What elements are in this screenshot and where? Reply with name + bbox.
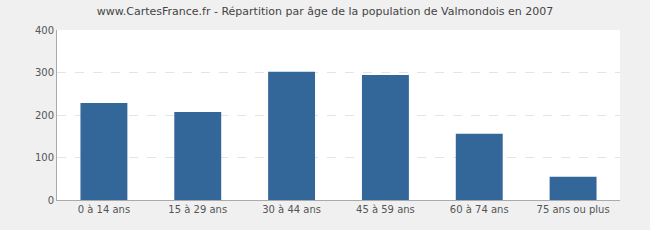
svg-text:30 à 44 ans: 30 à 44 ans — [262, 204, 321, 215]
svg-text:300: 300 — [35, 67, 54, 78]
svg-text:60 à 74 ans: 60 à 74 ans — [450, 204, 509, 215]
svg-text:0 à 14 ans: 0 à 14 ans — [78, 204, 130, 215]
svg-text:75 ans ou plus: 75 ans ou plus — [537, 204, 610, 215]
svg-text:200: 200 — [35, 110, 54, 121]
svg-text:15 à 29 ans: 15 à 29 ans — [168, 204, 227, 215]
svg-text:100: 100 — [35, 152, 54, 163]
svg-text:www.CartesFrance.fr - Répartit: www.CartesFrance.fr - Répartition par âg… — [97, 5, 553, 18]
svg-text:0: 0 — [48, 195, 54, 206]
svg-text:400: 400 — [35, 25, 54, 36]
svg-text:45 à 59 ans: 45 à 59 ans — [356, 204, 415, 215]
